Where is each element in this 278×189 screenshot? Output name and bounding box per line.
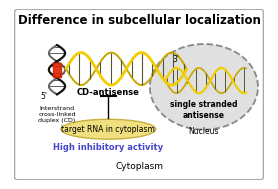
Text: Cytoplasm: Cytoplasm	[115, 162, 163, 171]
Bar	[53, 63, 61, 77]
Text: target RNA in cytoplasm: target RNA in cytoplasm	[61, 125, 155, 134]
Text: single stranded
antisense: single stranded antisense	[170, 100, 238, 120]
Text: Difference in subcellular localization: Difference in subcellular localization	[18, 14, 260, 27]
Text: CD-antisense: CD-antisense	[77, 88, 140, 97]
Text: 3': 3'	[172, 55, 180, 64]
Ellipse shape	[150, 44, 258, 130]
Text: High inhibitory activity: High inhibitory activity	[53, 143, 163, 152]
Text: Interstrand
cross-linked
duplex (CD): Interstrand cross-linked duplex (CD)	[38, 106, 76, 123]
Text: Nucleus: Nucleus	[189, 126, 219, 136]
Ellipse shape	[61, 119, 156, 139]
Text: 5': 5'	[41, 92, 48, 101]
FancyBboxPatch shape	[15, 9, 263, 180]
